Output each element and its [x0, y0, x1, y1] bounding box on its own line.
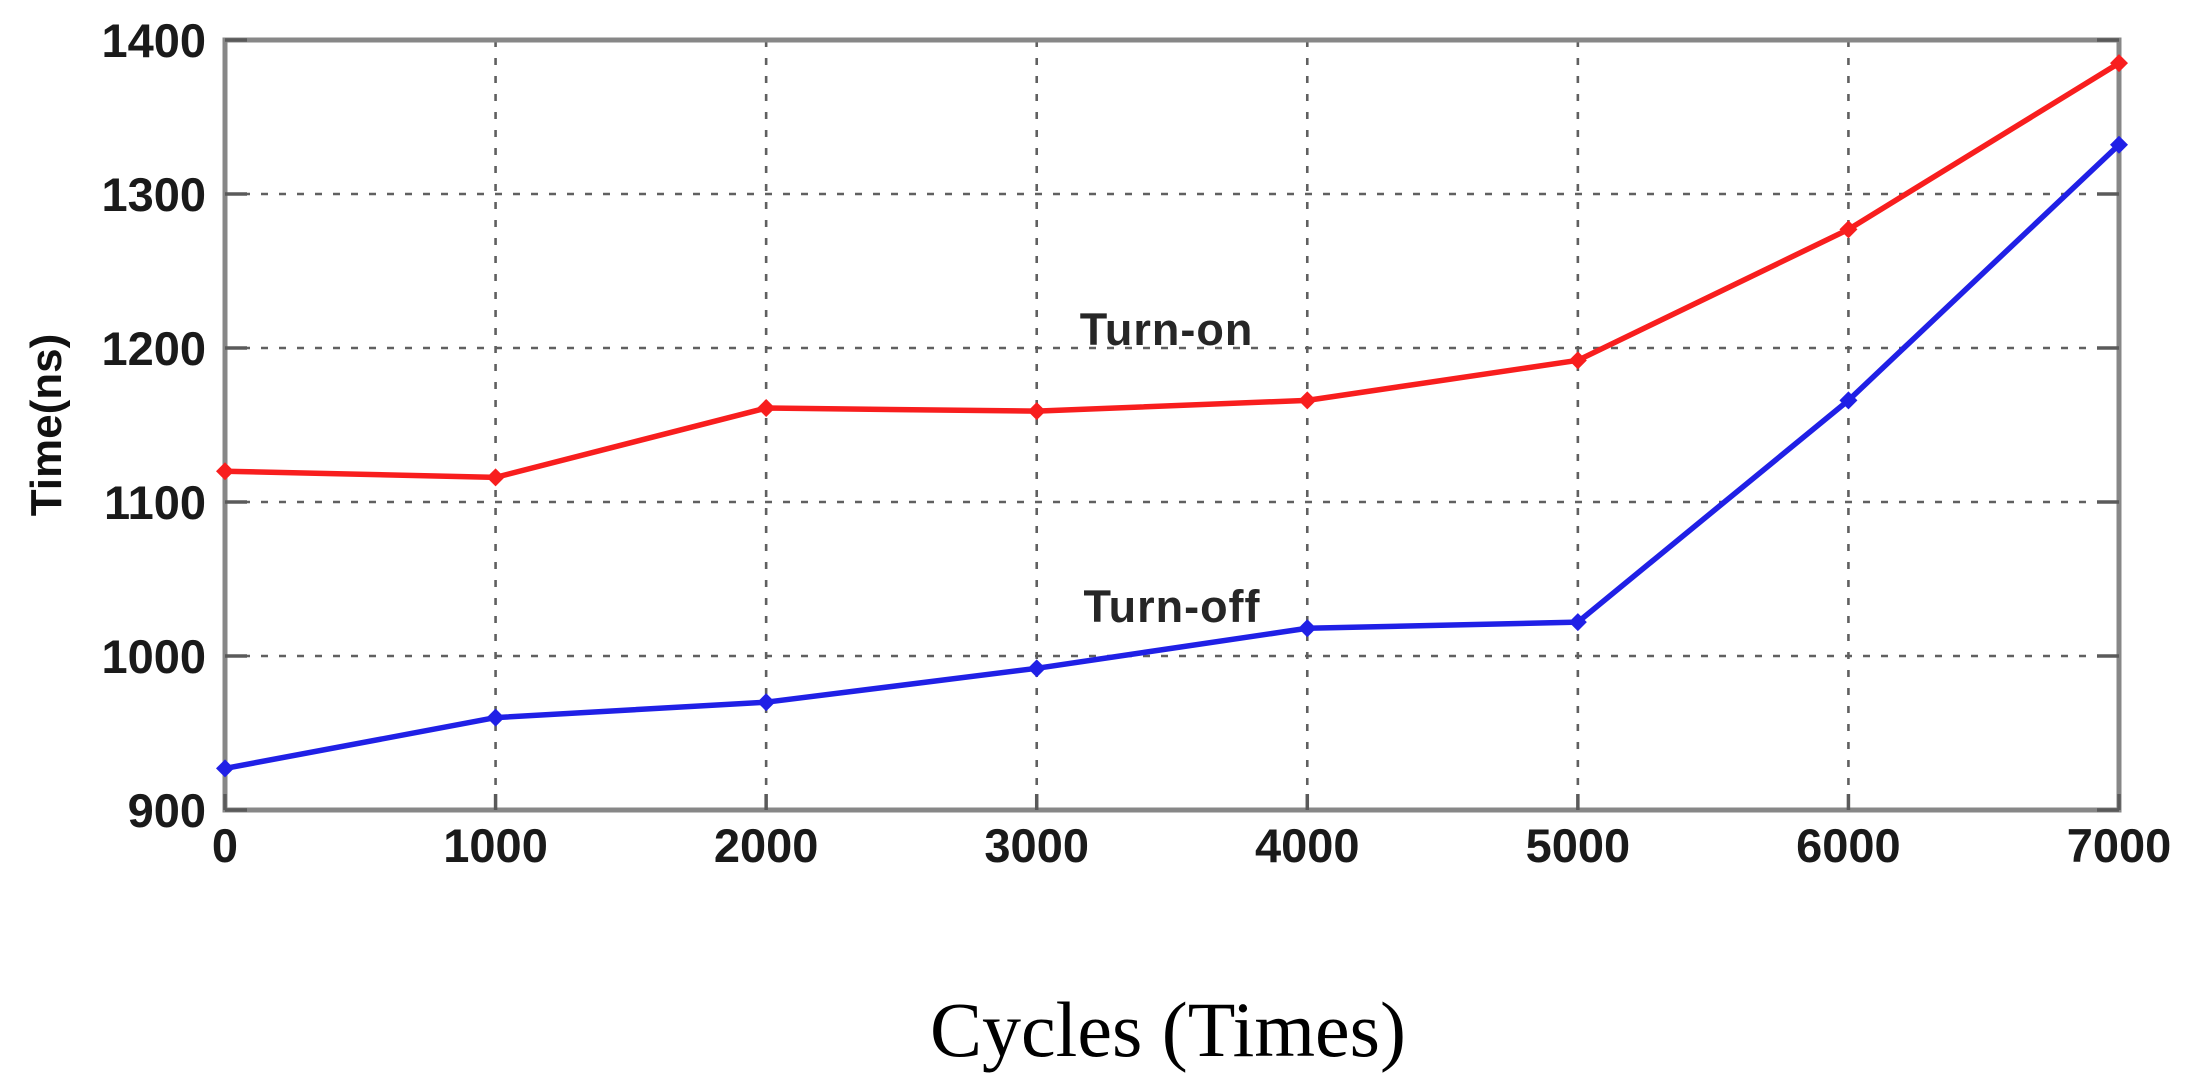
- turn-on-data-point-marker: [486, 468, 505, 487]
- x-tick-label: 2000: [713, 819, 819, 872]
- x-tick-label: 3000: [984, 819, 1089, 872]
- turn-off-line: [224, 142, 2121, 772]
- turn-on-data-point-marker: [1839, 220, 1858, 239]
- y-tick-label: 1400: [101, 14, 206, 67]
- turn-on-line: [224, 60, 2121, 481]
- turn-on-series-label: Turn-on: [1079, 303, 1254, 355]
- turn-off-series-label: Turn-off: [1083, 580, 1261, 632]
- x-tick-label: 7000: [2066, 819, 2172, 872]
- turn-on-data-point-marker: [1298, 391, 1317, 410]
- x-tick-label: 6000: [1796, 819, 1901, 872]
- y-tick-label: 1100: [104, 476, 206, 529]
- y-tick-label: 1300: [101, 168, 206, 221]
- x-tick-label: 0: [211, 819, 239, 872]
- turn-off-data-point-marker: [486, 708, 505, 727]
- x-tick-label: 4000: [1255, 819, 1360, 872]
- y-tick-label: 1000: [101, 630, 206, 683]
- x-axis-title: Cycles (Times): [930, 986, 1406, 1073]
- axes-frame: [222, 37, 2122, 813]
- turn-off-data-point-marker: [1839, 391, 1858, 410]
- turn-off-data-point-marker: [216, 759, 234, 778]
- turn-on-data-point-marker: [216, 462, 234, 481]
- turn-on-data-point-marker: [2110, 54, 2128, 73]
- x-tick-label: 1000: [443, 819, 548, 872]
- turn-off-data-point-marker: [2110, 135, 2128, 154]
- turn-on-data-point-marker: [1568, 351, 1587, 370]
- turn-on-data-point-marker: [757, 399, 776, 418]
- y-tick-label: 900: [127, 784, 206, 837]
- x-tick-label: 5000: [1525, 819, 1631, 872]
- y-tick-label: 1200: [101, 322, 206, 375]
- turn-on-data-point-marker: [1027, 402, 1046, 421]
- turn-off-data-point-marker: [1298, 619, 1317, 638]
- turn-off-data-point-marker: [1027, 659, 1046, 678]
- turn-off-data-point-marker: [757, 693, 776, 712]
- turn-off-data-point-marker: [1568, 613, 1587, 632]
